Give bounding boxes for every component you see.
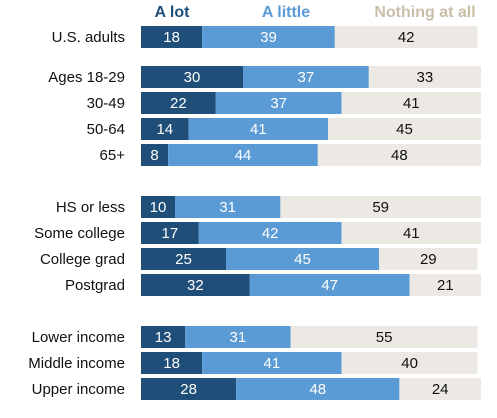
bar-college-grad-a-lot: [141, 248, 226, 270]
bar-lower-income-nothing-at-all: [290, 326, 478, 348]
legend-a-lot: A lot: [155, 4, 191, 21]
row-label-postgrad: Postgrad: [65, 277, 125, 294]
bar-some-college-nothing-at-all: [341, 222, 481, 244]
bars: [141, 26, 481, 400]
bar-postgrad-nothing-at-all: [409, 274, 481, 296]
bar-middle-income-nothing-at-all: [341, 352, 478, 374]
value-label-college-grad-nothing-at-all: 29: [420, 251, 437, 268]
bar-u-s-adults-a-lot: [141, 26, 203, 48]
row-label-middle-income: Middle income: [28, 355, 125, 372]
value-label-middle-income-a-little: 41: [264, 355, 281, 372]
bar-lower-income-a-little: [185, 326, 291, 348]
bar-middle-income-a-lot: [141, 352, 203, 374]
value-label-college-grad-a-lot: 25: [175, 251, 192, 268]
legend-nothing-at-all: Nothing at all: [374, 4, 475, 21]
bar-u-s-adults-a-little: [202, 26, 335, 48]
value-label-some-college-nothing-at-all: 41: [403, 225, 420, 242]
value-label-ages-18-29-a-little: 37: [298, 69, 315, 86]
row-label-hs-or-less: HS or less: [56, 199, 125, 216]
bar-some-college-a-lot: [141, 222, 199, 244]
row-label-upper-income: Upper income: [32, 381, 125, 398]
bar-65-nothing-at-all: [317, 144, 481, 166]
row-label-u-s-adults: U.S. adults: [52, 29, 125, 46]
bar-postgrad-a-little: [249, 274, 410, 296]
value-label-hs-or-less-nothing-at-all: 59: [372, 199, 389, 216]
bar-50-64-a-lot: [141, 118, 189, 140]
row-label-lower-income: Lower income: [32, 329, 125, 346]
value-label-postgrad-a-little: 47: [321, 277, 338, 294]
bar-ages-18-29-a-lot: [141, 66, 243, 88]
bar-lower-income-a-lot: [141, 326, 186, 348]
value-label-65-a-little: 44: [235, 147, 252, 164]
value-label-middle-income-a-lot: 18: [163, 355, 180, 372]
bar-upper-income-a-little: [236, 378, 400, 400]
value-label-u-s-adults-a-little: 39: [260, 29, 277, 46]
bar-50-64-a-little: [188, 118, 328, 140]
value-label-middle-income-nothing-at-all: 40: [401, 355, 418, 372]
value-label-30-49-a-lot: 22: [170, 95, 187, 112]
value-label-50-64-a-lot: 14: [156, 121, 173, 138]
value-label-lower-income-a-little: 31: [230, 329, 247, 346]
bar-some-college-a-little: [198, 222, 342, 244]
value-label-u-s-adults-nothing-at-all: 42: [398, 29, 415, 46]
bar-college-grad-nothing-at-all: [379, 248, 478, 270]
value-label-ages-18-29-nothing-at-all: 33: [417, 69, 434, 86]
value-label-ages-18-29-a-lot: 30: [184, 69, 201, 86]
value-label-65-nothing-at-all: 48: [391, 147, 408, 164]
bar-30-49-a-lot: [141, 92, 216, 114]
value-label-hs-or-less-a-little: 31: [219, 199, 236, 216]
value-label-college-grad-a-little: 45: [294, 251, 311, 268]
bar-65-a-little: [168, 144, 318, 166]
value-label-30-49-a-little: 37: [270, 95, 287, 112]
value-label-50-64-nothing-at-all: 45: [396, 121, 413, 138]
bar-ages-18-29-nothing-at-all: [368, 66, 481, 88]
value-label-50-64-a-little: 41: [250, 121, 267, 138]
bar-hs-or-less-a-little: [175, 196, 281, 218]
legend: A lot A little Nothing at all: [155, 4, 476, 21]
row-label-some-college: Some college: [34, 225, 125, 242]
bar-postgrad-a-lot: [141, 274, 250, 296]
bar-ages-18-29-a-little: [243, 66, 369, 88]
bar-30-49-nothing-at-all: [341, 92, 481, 114]
value-label-hs-or-less-a-lot: 10: [150, 199, 167, 216]
row-label-ages-18-29: Ages 18-29: [48, 69, 125, 86]
value-label-u-s-adults-a-lot: 18: [163, 29, 180, 46]
bar-u-s-adults-nothing-at-all: [334, 26, 478, 48]
value-label-30-49-nothing-at-all: 41: [403, 95, 420, 112]
value-label-some-college-a-lot: 17: [162, 225, 179, 242]
bar-hs-or-less-nothing-at-all: [280, 196, 481, 218]
bar-30-49-a-little: [215, 92, 342, 114]
legend-a-little: A little: [262, 4, 310, 21]
value-label-upper-income-a-little: 48: [309, 381, 326, 398]
value-label-lower-income-nothing-at-all: 55: [376, 329, 393, 346]
value-label-postgrad-a-lot: 32: [187, 277, 204, 294]
bar-middle-income-a-little: [202, 352, 342, 374]
value-label-upper-income-a-lot: 28: [180, 381, 197, 398]
bar-college-grad-a-little: [226, 248, 379, 270]
row-label-50-64: 50-64: [87, 121, 125, 138]
row-label-college-grad: College grad: [40, 251, 125, 268]
value-label-some-college-a-little: 42: [262, 225, 279, 242]
bar-upper-income-a-lot: [141, 378, 237, 400]
value-label-upper-income-nothing-at-all: 24: [432, 381, 449, 398]
row-label-65: 65+: [100, 147, 126, 164]
bar-hs-or-less-a-lot: [141, 196, 175, 218]
value-label-postgrad-nothing-at-all: 21: [437, 277, 454, 294]
value-label-lower-income-a-lot: 13: [155, 329, 172, 346]
bar-65-a-lot: [141, 144, 169, 166]
row-labels: U.S. adults Ages 18-29 30-49 50-64 65+ HS or …: [28, 29, 125, 398]
bar-upper-income-nothing-at-all: [399, 378, 481, 400]
row-label-30-49: 30-49: [87, 95, 125, 112]
value-label-65-a-lot: 8: [150, 147, 158, 164]
bar-50-64-nothing-at-all: [328, 118, 481, 140]
